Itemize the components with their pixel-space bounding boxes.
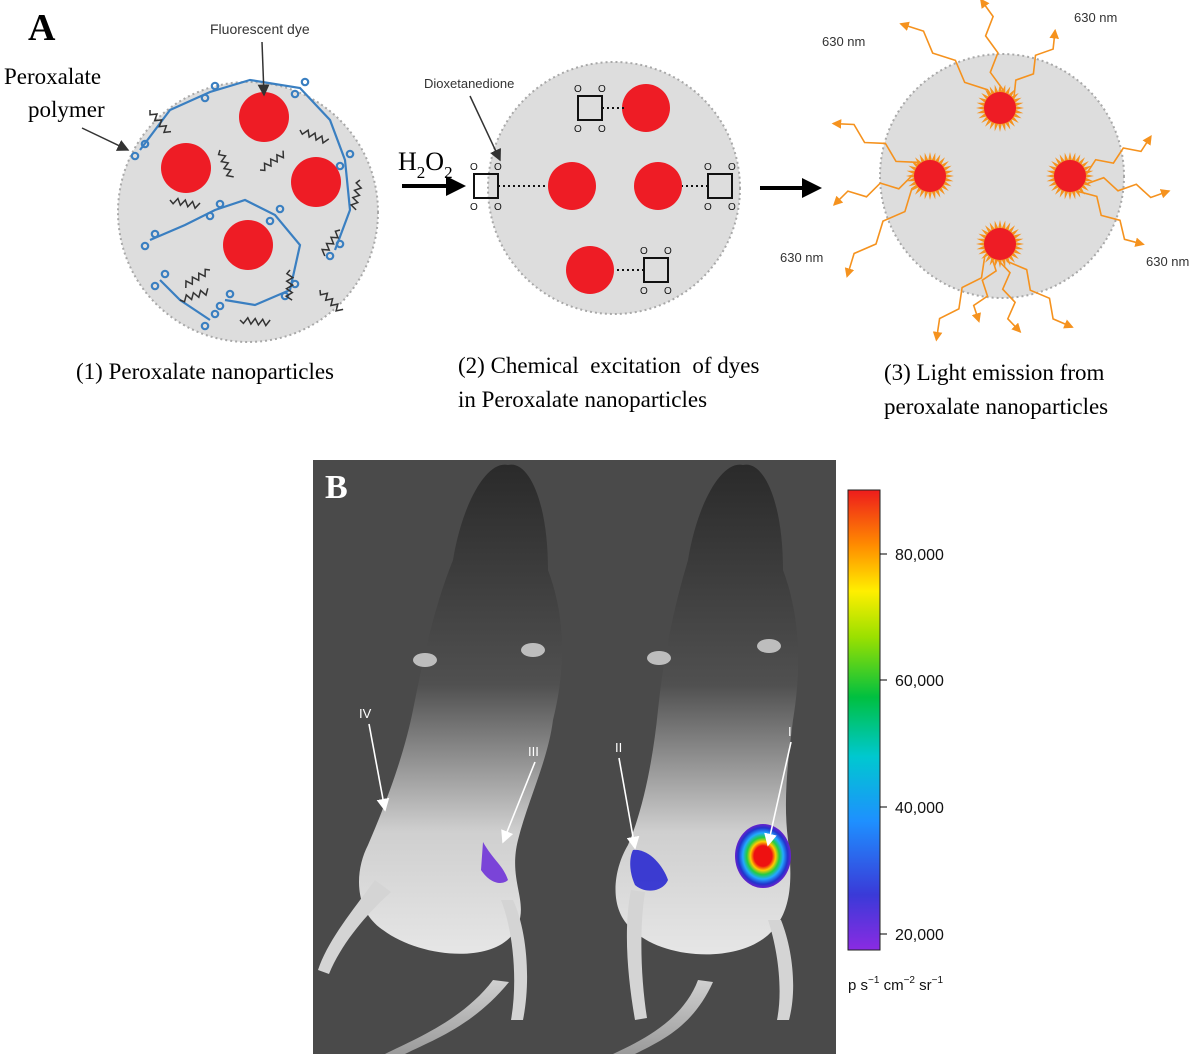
svg-text:O: O [470, 202, 478, 213]
polymer-label-line2: polymer [28, 97, 105, 122]
colorbar-tick-label: 80,000 [895, 547, 944, 564]
colorbar-unit-label: p s−1 cm−2 sr−1 [848, 975, 944, 994]
fluorescent-dye [223, 220, 273, 270]
svg-text:O: O [640, 286, 648, 297]
signal-site-ii [630, 849, 668, 891]
excited-nanoparticle: O O O O O O O O O O O O O O O O [470, 61, 741, 315]
marker-i: I [764, 724, 792, 847]
svg-text:O: O [598, 84, 606, 95]
panel-b-label: B [325, 469, 348, 506]
svg-text:H2O2: H2O2 [398, 147, 453, 182]
alkyl-chains [149, 110, 363, 328]
svg-text:O: O [470, 162, 478, 173]
wavelength-label: 630 nm [780, 250, 823, 265]
mouse-right [613, 464, 799, 1054]
svg-text:O: O [704, 162, 712, 173]
imaging-background-right [836, 460, 1200, 1054]
colorbar-tick-label: 20,000 [895, 927, 944, 944]
svg-text:O: O [640, 246, 648, 257]
svg-text:IV: IV [359, 706, 372, 721]
svg-text:III: III [528, 744, 539, 759]
svg-text:O: O [574, 84, 582, 95]
svg-text:O: O [598, 124, 606, 135]
peroxalate-polymer-chains [130, 77, 355, 331]
h2o2-reaction-arrow: H2O2 [398, 147, 466, 196]
emission-reaction-arrow [760, 178, 822, 198]
svg-text:I: I [788, 724, 792, 739]
svg-text:O: O [728, 202, 736, 213]
svg-text:O: O [494, 202, 502, 213]
svg-text:O: O [664, 286, 672, 297]
svg-text:O: O [664, 246, 672, 257]
svg-text:O: O [728, 162, 736, 173]
dioxetanedione-label: Dioxetanedione [424, 76, 514, 91]
signal-site-i-hotspot [735, 824, 791, 888]
wavelength-label: 630 nm [1074, 10, 1117, 25]
panel-b-imaging: B IV III II I [313, 460, 1200, 1054]
dioxetanedione-pointer-arrow [469, 95, 501, 162]
step1-caption: (1) Peroxalate nanoparticles [76, 359, 334, 384]
dioxetanedione-intermediates: O O O O O O O O O O O O O O O O [470, 84, 736, 297]
fluorescent-dye [622, 84, 670, 132]
wavelength-label: 630 nm [1146, 254, 1189, 269]
step2-caption-line1: (2) Chemical excitation of dyes [458, 353, 760, 378]
marker-iv: IV [359, 706, 390, 812]
panel-a-label: A [28, 7, 56, 49]
wavelength-label: 630 nm [822, 34, 865, 49]
step2-caption-line2: in Peroxalate nanoparticles [458, 387, 707, 412]
step3-caption-line2: peroxalate nanoparticles [884, 394, 1108, 419]
svg-text:O: O [704, 202, 712, 213]
fluorescent-dye [634, 162, 682, 210]
colorbar-tick-label: 40,000 [895, 800, 944, 817]
svg-text:O: O [494, 162, 502, 173]
dye-pointer-arrow [257, 41, 270, 97]
panel-a-schematic: A Peroxalate polymer Fluorescent dye H2O… [4, 0, 1189, 419]
fluorescent-dye [548, 162, 596, 210]
svg-text:II: II [615, 740, 622, 755]
dye-label: Fluorescent dye [210, 21, 310, 37]
polymer-pointer-arrow [81, 127, 130, 151]
marker-ii: II [615, 740, 640, 850]
peroxalate-nanoparticle [117, 77, 379, 343]
svg-text:O: O [574, 124, 582, 135]
colorbar-tick-label: 60,000 [895, 673, 944, 690]
intensity-colorbar: 80,000 60,000 40,000 20,000 p s−1 cm−2 s… [847, 489, 944, 994]
fluorescent-dye [239, 92, 289, 142]
glowing-dyes [906, 84, 1094, 268]
fluorescent-dye [291, 157, 341, 207]
emitting-nanoparticle [831, 0, 1171, 342]
marker-iii: III [501, 744, 539, 844]
step3-caption-line1: (3) Light emission from [884, 360, 1104, 385]
polymer-label-line1: Peroxalate [4, 64, 101, 89]
fluorescent-dye [161, 143, 211, 193]
fluorescent-dye [566, 246, 614, 294]
